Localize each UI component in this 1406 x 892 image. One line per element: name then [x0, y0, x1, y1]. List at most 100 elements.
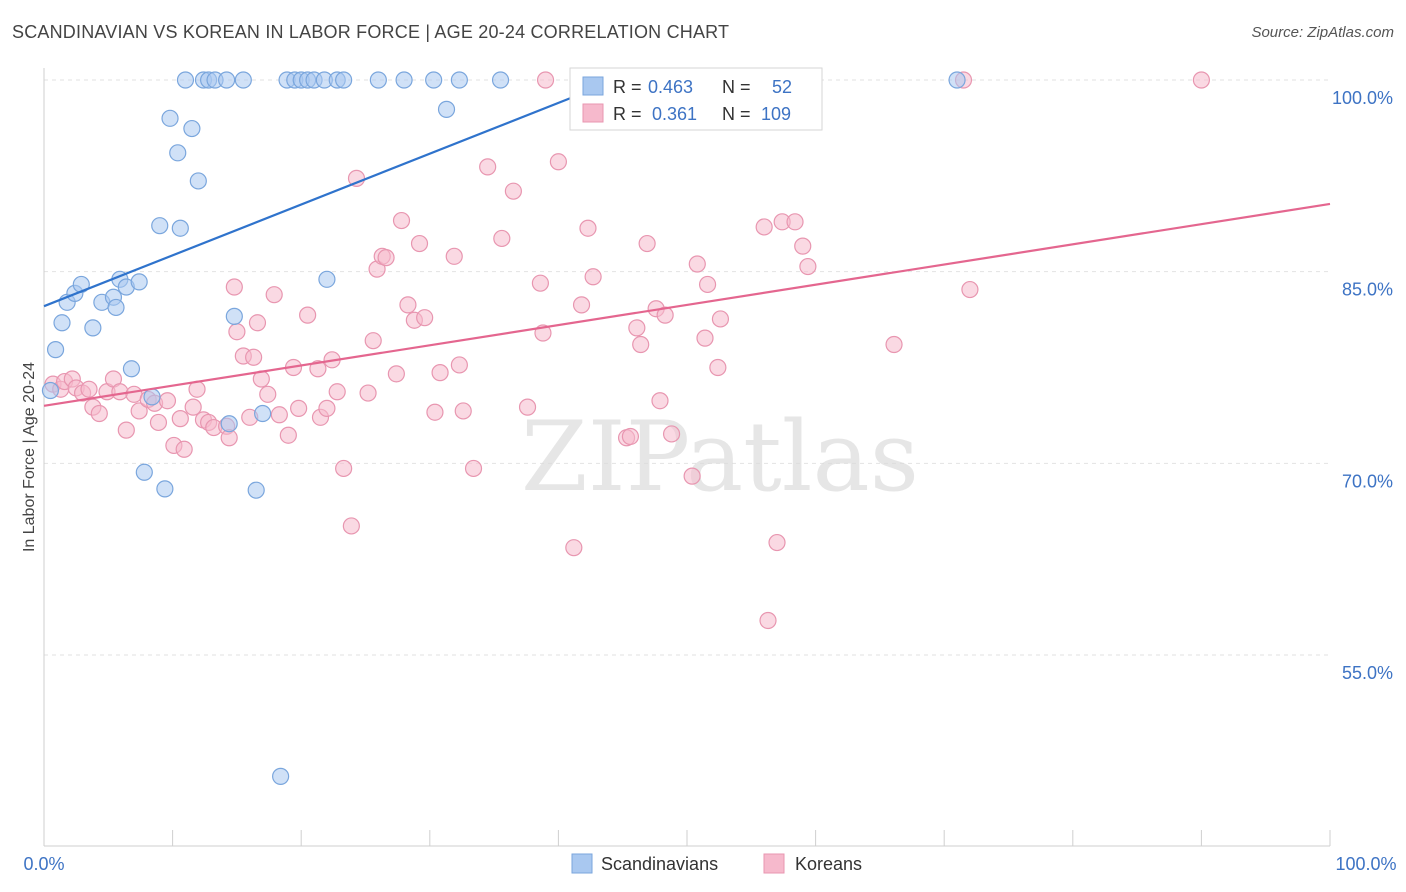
grid	[44, 79, 1330, 656]
scandinavian-point	[948, 71, 966, 89]
y-tick-label: 70.0%	[1342, 471, 1393, 491]
scandinavian-point	[491, 71, 510, 89]
x-tick-label-min: 0.0%	[23, 854, 64, 874]
scandinavian-point	[318, 270, 336, 288]
korean-point	[318, 399, 336, 417]
scandinavian-point	[450, 71, 468, 89]
scandinavian-point	[176, 71, 195, 89]
x-ticks	[43, 830, 1331, 846]
korean-point	[479, 158, 497, 176]
korean-point	[426, 403, 444, 421]
y-tick-label: 55.0%	[1342, 663, 1393, 683]
korean-point	[696, 329, 714, 347]
scandinavian-point	[53, 314, 71, 332]
korean-point	[149, 413, 168, 432]
korean-point	[621, 427, 640, 446]
stats-r-value-2: 0.361	[652, 104, 697, 124]
scandinavian-point	[84, 319, 102, 337]
stats-swatch-scandinavian	[582, 76, 604, 96]
korean-point	[711, 310, 730, 328]
x-tick-label-max: 100.0%	[1335, 854, 1396, 874]
trend-lines	[43, 78, 1331, 407]
scandinavian-point	[272, 767, 290, 785]
korean-point	[309, 360, 327, 378]
scandinavian-point	[130, 273, 148, 291]
korean-point	[1192, 71, 1211, 89]
korean-point	[572, 296, 591, 314]
korean-point	[518, 398, 537, 416]
korean-point	[662, 425, 681, 443]
scandinavian-point	[156, 480, 174, 498]
scandinavian-trend-line	[43, 78, 617, 308]
korean-point	[638, 234, 656, 253]
korean-point	[493, 229, 511, 248]
korean-point	[628, 319, 646, 337]
korean-point	[90, 404, 108, 423]
scandinavian-point	[234, 71, 252, 89]
korean-point	[794, 237, 812, 255]
korean-point	[768, 533, 786, 552]
korean-point	[450, 356, 468, 374]
y-axis-label: In Labor Force | Age 20-24	[21, 362, 38, 552]
korean-point	[130, 402, 148, 420]
scandinavian-point	[189, 172, 207, 190]
scandinavian-point	[143, 388, 161, 406]
korean-point	[171, 410, 189, 428]
korean-point	[565, 539, 583, 557]
scandinavian-point	[220, 415, 238, 433]
korean-point	[364, 332, 382, 350]
korean-point	[531, 274, 549, 292]
korean-point	[709, 358, 727, 377]
legend-label-scandinavians: Scandinavians	[601, 854, 718, 874]
korean-point	[961, 280, 979, 299]
korean-point	[759, 611, 777, 630]
korean-point	[290, 399, 308, 417]
korean-point	[698, 275, 717, 294]
korean-point	[755, 218, 773, 236]
scandinavian-point	[151, 217, 169, 235]
scandinavian-point	[135, 463, 153, 481]
korean-point	[656, 306, 674, 324]
korean-point	[245, 348, 263, 366]
stats-n-label-1: N =	[722, 77, 751, 97]
korean-point	[270, 406, 288, 424]
korean-point	[632, 335, 650, 354]
stats-r-value-1: 0.463	[648, 77, 693, 97]
korean-point	[549, 153, 568, 171]
korean-point	[225, 278, 243, 296]
scandinavian-point	[369, 71, 387, 89]
korean-point	[536, 71, 555, 89]
scandinavian-point	[218, 71, 236, 89]
stats-r-label-2: R =	[613, 104, 642, 124]
stats-r-label-1: R =	[613, 77, 642, 97]
korean-point	[117, 421, 135, 439]
legend-swatch-scandinavian	[571, 853, 593, 874]
korean-points	[44, 71, 1211, 630]
korean-point	[111, 383, 129, 401]
korean-point	[279, 426, 297, 444]
scandinavian-point	[46, 341, 65, 359]
korean-point	[416, 309, 434, 327]
scandinavian-point	[169, 144, 187, 162]
scandinavian-point	[437, 100, 456, 118]
y-tick-label: 100.0%	[1332, 88, 1393, 108]
scandinavian-point	[247, 481, 265, 499]
korean-point	[335, 459, 353, 478]
korean-point	[410, 234, 429, 253]
korean-point	[387, 365, 405, 383]
korean-point	[299, 306, 317, 324]
korean-point	[328, 383, 346, 401]
korean-point	[651, 392, 669, 410]
scandinavian-point	[225, 307, 243, 325]
stats-n-label-2: N =	[722, 104, 751, 124]
stats-box: R = 0.463 N = 52 R = 0.361 N = 109	[569, 67, 823, 131]
scandinavian-point	[161, 109, 179, 127]
korean-point	[184, 398, 202, 416]
korean-point	[158, 392, 177, 410]
korean-point	[399, 296, 417, 314]
korean-point	[359, 384, 377, 402]
scandinavian-point	[171, 219, 189, 237]
source-label: Source: ZipAtlas.com	[1251, 24, 1394, 41]
korean-point	[688, 255, 706, 273]
